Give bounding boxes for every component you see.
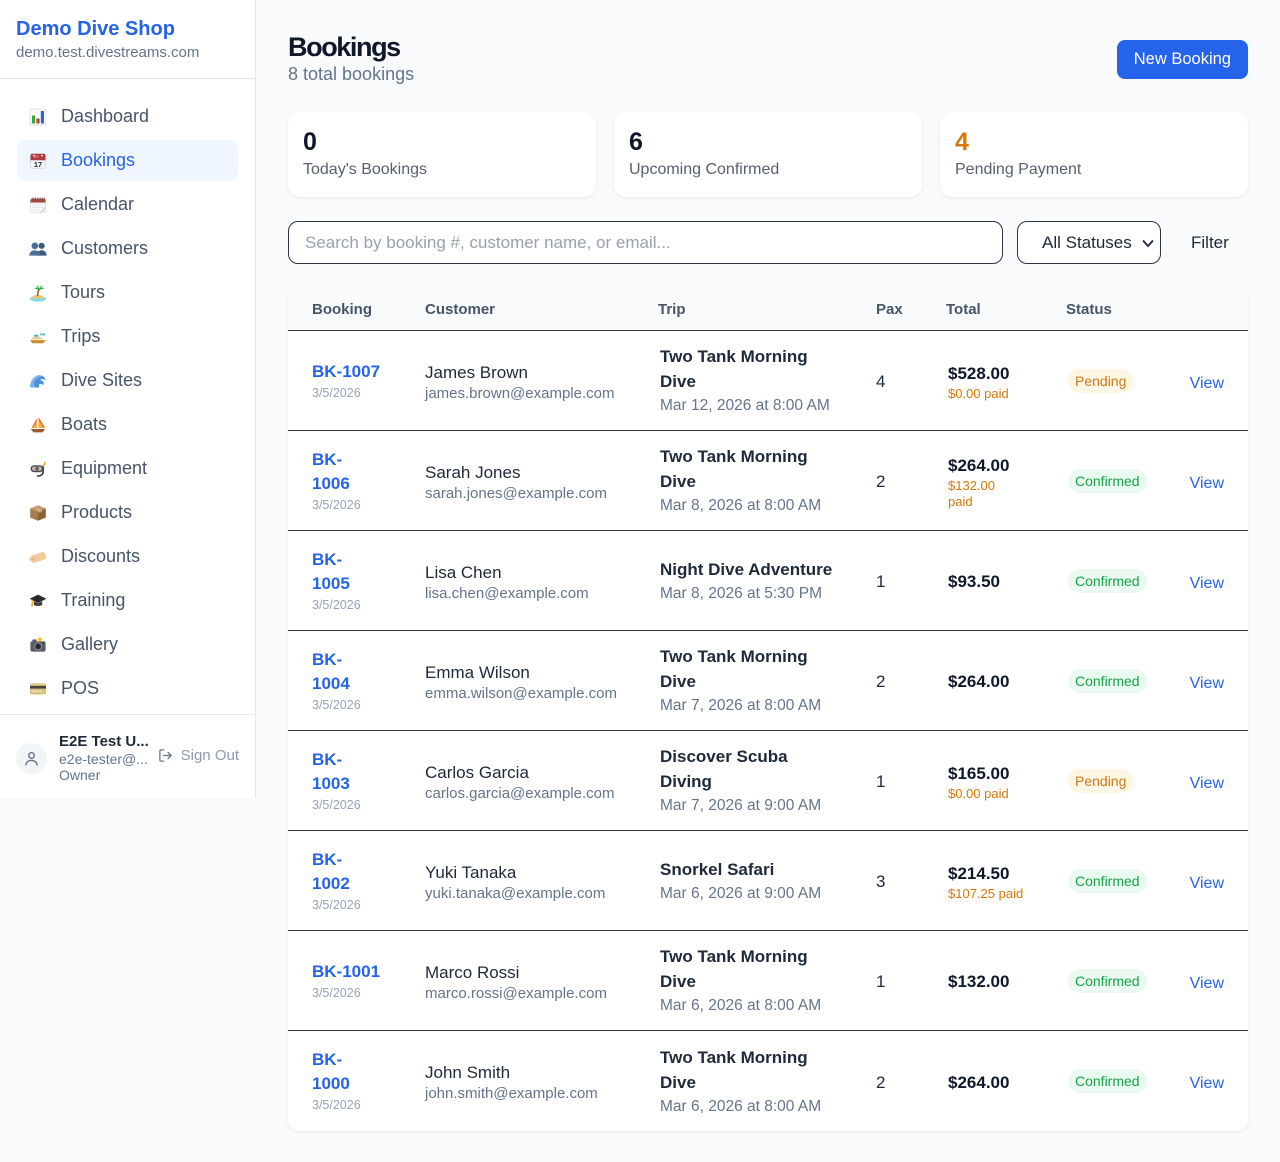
svg-text:17: 17 xyxy=(34,159,42,168)
svg-text:JUL: JUL xyxy=(34,154,40,158)
